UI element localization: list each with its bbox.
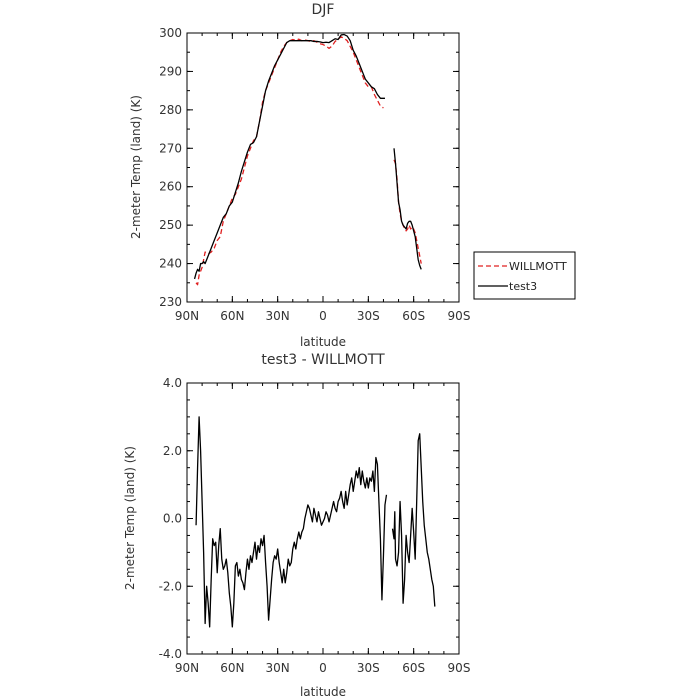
top-y-tick-label: 300 bbox=[159, 26, 182, 40]
bottom-chart-xlabel: latitude bbox=[300, 685, 346, 699]
top-x-tick-label: 0 bbox=[319, 309, 327, 323]
bottom-chart-ylabel: 2-meter Temp (land) (K) bbox=[123, 446, 137, 590]
top-test3-line-segment bbox=[193, 33, 385, 280]
top-y-tick-label: 270 bbox=[159, 141, 182, 155]
legend-label-test3: test3 bbox=[509, 280, 537, 293]
legend-box bbox=[473, 251, 576, 300]
top-y-tick-label: 290 bbox=[159, 64, 182, 78]
bottom-x-tick-label: 30N bbox=[266, 661, 290, 675]
top-test3-line-segment bbox=[393, 148, 422, 270]
top-willmott-line-segment bbox=[195, 36, 384, 286]
top-chart-title: DJF bbox=[312, 2, 335, 18]
bottom-chart-title: test3 - WILLMOTT bbox=[261, 352, 385, 368]
bottom-y-tick-label: 0.0 bbox=[163, 512, 182, 526]
top-chart-frame bbox=[186, 32, 460, 303]
top-x-tick-label: 60S bbox=[402, 309, 425, 323]
bottom-x-tick-label: 30S bbox=[357, 661, 380, 675]
top-x-tick-label: 30N bbox=[266, 309, 290, 323]
bottom-y-tick-label: 4.0 bbox=[163, 376, 182, 390]
bottom-y-tick-label: -2.0 bbox=[159, 579, 182, 593]
bottom-difference-line-segment bbox=[391, 433, 436, 607]
top-y-tick-label: 230 bbox=[159, 295, 182, 309]
bottom-chart-panel: test3 - WILLMOTT latitude 2-meter Temp (… bbox=[123, 352, 470, 699]
bottom-chart-series bbox=[195, 416, 436, 628]
bottom-x-tick-label: 90N bbox=[175, 661, 199, 675]
bottom-x-tick-label: 90S bbox=[448, 661, 471, 675]
bottom-y-tick-label: 2.0 bbox=[163, 444, 182, 458]
top-y-tick-label: 250 bbox=[159, 218, 182, 232]
bottom-x-tick-label: 60N bbox=[220, 661, 244, 675]
bottom-difference-line-segment bbox=[195, 416, 388, 628]
top-chart-ylabel: 2-meter Temp (land) (K) bbox=[129, 95, 143, 239]
top-chart-legend: WILLMOTT test3 bbox=[473, 251, 576, 300]
bottom-y-tick-label: -4.0 bbox=[159, 647, 182, 661]
top-chart-xlabel: latitude bbox=[300, 335, 346, 349]
top-chart-series bbox=[193, 33, 422, 286]
top-x-tick-label: 90N bbox=[175, 309, 199, 323]
top-x-tick-label: 90S bbox=[448, 309, 471, 323]
bottom-chart-frame bbox=[186, 382, 460, 655]
bottom-x-tick-label: 0 bbox=[319, 661, 327, 675]
top-y-tick-label: 260 bbox=[159, 180, 182, 194]
top-x-tick-label: 30S bbox=[357, 309, 380, 323]
top-y-tick-label: 280 bbox=[159, 103, 182, 117]
bottom-x-tick-label: 60S bbox=[402, 661, 425, 675]
legend-label-willmott: WILLMOTT bbox=[509, 260, 567, 273]
top-y-tick-label: 240 bbox=[159, 257, 182, 271]
top-chart-panel: DJF latitude 2-meter Temp (land) (K) 90N… bbox=[129, 2, 470, 349]
top-x-tick-label: 60N bbox=[220, 309, 244, 323]
top-chart-ticks: 90N 60N 30N 0 30S 60S 90S 230 240 250 260 270 280 290… bbox=[159, 26, 470, 323]
